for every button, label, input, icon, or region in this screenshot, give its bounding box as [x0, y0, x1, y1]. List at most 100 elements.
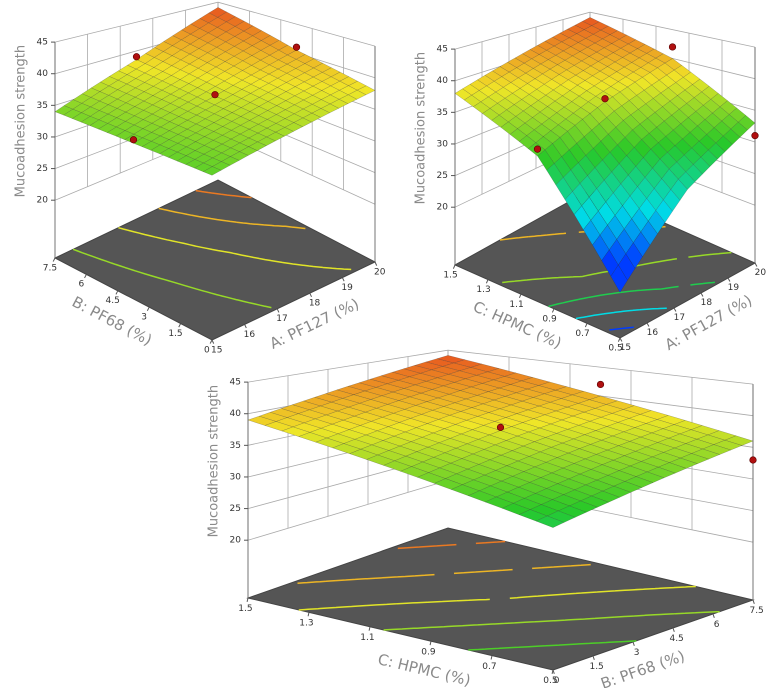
surface-patch: [557, 478, 587, 491]
y-tick-label: 7.5: [43, 263, 57, 273]
x-tick: [309, 292, 312, 298]
x-tick: [727, 277, 731, 282]
surface-patch: [567, 448, 597, 460]
surface-patch: [331, 419, 361, 430]
x-tick: [211, 339, 215, 344]
surface-patch: [522, 441, 552, 453]
surface-patch: [455, 443, 485, 455]
surface-patch: [568, 33, 587, 43]
surface-patch: [612, 455, 642, 467]
surface-patch: [502, 82, 521, 94]
z-tick-label: 25: [37, 164, 48, 174]
surface-patch: [537, 149, 555, 171]
x-tick: [712, 613, 715, 618]
design-point: [601, 95, 609, 103]
y-tick: [209, 339, 213, 344]
z-tick-label: 35: [37, 101, 48, 111]
y-tick-label: 1.1: [509, 300, 523, 310]
x-tick: [632, 641, 635, 646]
y-tick-label: 1.3: [299, 619, 313, 629]
surface-patch: [194, 153, 214, 164]
contour-line: [383, 610, 720, 631]
y-tick-label: 1.5: [238, 604, 252, 614]
design-point: [668, 43, 677, 51]
surface-patch: [707, 430, 737, 441]
floor: [246, 527, 755, 671]
contour-line: [118, 226, 352, 271]
z-axis-title: Mucoadhesion strength: [414, 52, 429, 204]
y-tick: [551, 669, 554, 675]
x-tick-label: 15: [620, 343, 631, 353]
surface-plot: 01.534.567.50.50.70.91.11.31.5B: PF68 (%…: [207, 349, 764, 688]
surface-patch: [370, 417, 401, 427]
surface-patch: [115, 130, 135, 140]
y-tick-label: 6: [78, 280, 84, 290]
surface-patch: [480, 96, 498, 109]
y-tick-label: 0.7: [575, 329, 589, 339]
surface-patch: [187, 105, 207, 116]
surface-patch: [135, 82, 154, 92]
z-tick-label: 45: [230, 378, 241, 388]
x-tick-label: 19: [341, 283, 353, 293]
y-tick: [115, 290, 119, 295]
surface-patch: [499, 404, 529, 414]
y-tick: [485, 279, 489, 284]
design-point: [596, 380, 605, 389]
y-tick-label: 1.5: [443, 271, 457, 281]
surface-patch: [635, 471, 665, 483]
x-tick: [341, 277, 345, 282]
z-tick-label: 45: [437, 45, 448, 55]
surface-patch: [595, 426, 625, 437]
surface-patch: [506, 486, 537, 499]
x-tick-label: 20: [374, 267, 386, 277]
z-tick-label: 35: [230, 441, 241, 451]
surface-patch: [634, 446, 665, 458]
x-tick-label: 7.5: [749, 606, 763, 616]
y-tick-label: 0.5: [608, 344, 622, 354]
design-point: [211, 91, 219, 99]
surface-patch: [539, 447, 569, 458]
surface-patch: [266, 114, 286, 124]
surface-patch: [475, 371, 506, 381]
surface-patch: [583, 219, 601, 246]
x-tick-label: 20: [755, 268, 767, 278]
z-tick-label: 35: [437, 108, 448, 118]
surface-patch: [464, 375, 495, 384]
y-tick: [452, 264, 456, 269]
surface-patch: [399, 466, 430, 478]
surface-patch: [195, 118, 215, 128]
surface-patch: [375, 404, 406, 414]
surface-patch: [605, 400, 636, 410]
contour-line: [72, 248, 272, 309]
z-tick-label: 25: [437, 171, 448, 181]
surface-patch: [563, 489, 593, 502]
surface-patch: [555, 177, 573, 200]
surface-patch: [668, 161, 687, 180]
y-tick-label: 0: [204, 345, 210, 355]
surface-patch: [640, 432, 670, 443]
surface-patch: [291, 400, 322, 411]
y-tick: [429, 641, 432, 646]
surface-patch: [472, 101, 491, 114]
surface-patch: [623, 427, 653, 438]
z-tick-label: 30: [230, 472, 242, 482]
surface-patch: [258, 101, 278, 111]
surface-patch: [622, 405, 652, 415]
x-tick-label: 15: [211, 345, 222, 355]
x-tick: [646, 322, 650, 327]
surface-patch: [557, 505, 587, 518]
x-tick-label: 17: [674, 313, 685, 323]
surface-patch: [617, 418, 647, 428]
z-tick-label: 25: [230, 504, 241, 514]
surface-patch: [613, 481, 643, 493]
z-tick-label: 45: [37, 38, 48, 48]
surface-patch: [512, 498, 542, 510]
surface-patch: [509, 128, 528, 142]
surface-patch: [151, 126, 170, 137]
surface-patch: [588, 188, 607, 212]
surface-patch: [583, 408, 613, 418]
x-tick: [592, 655, 595, 660]
